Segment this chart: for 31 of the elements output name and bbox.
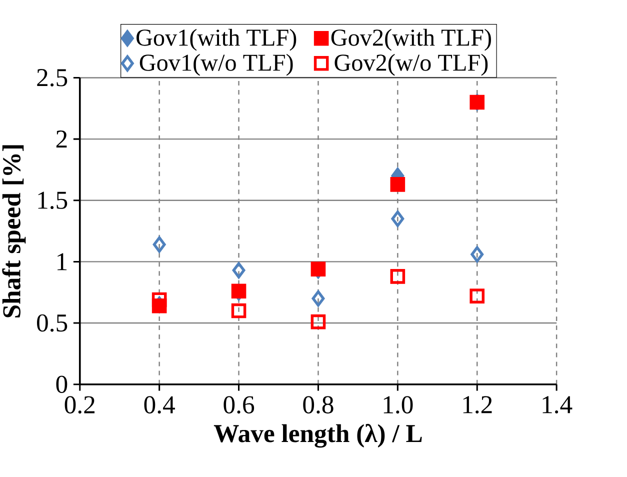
x-tick-label: 1.4 (542, 396, 572, 414)
point (152, 236, 166, 253)
point (390, 269, 406, 284)
x-tick-label: 0.6 (224, 396, 254, 414)
point (470, 288, 485, 304)
point (232, 262, 246, 279)
point (310, 262, 326, 277)
point (231, 304, 246, 318)
x-axis-title: Wave length (λ) / L (214, 424, 422, 448)
y-tick-label: 0 (56, 376, 68, 394)
x-tick-label: 1.2 (463, 396, 492, 414)
y-tick-label: 2.5 (37, 69, 68, 87)
legend-label: Gov1(with TLF) (136, 28, 296, 51)
y-tick-label: 0.5 (37, 314, 68, 332)
legend-label: Gov2(w/o TLF) (334, 54, 488, 76)
point (231, 284, 246, 299)
point (470, 246, 484, 263)
point (312, 290, 325, 307)
x-tick-label: 0.8 (303, 396, 334, 414)
y-axis-title: Shaft speed [%] (2, 145, 26, 318)
x-tick-label: 0.4 (144, 396, 175, 414)
legend-label: Gov2(with TLF) (331, 28, 491, 51)
y-tick-label: 2 (56, 130, 67, 148)
point (310, 314, 326, 330)
y-tick-label: 1.5 (38, 192, 68, 210)
point (391, 210, 404, 228)
y-tick-label: 1 (58, 253, 67, 270)
legend-label: Gov1(w/o TLF) (140, 54, 293, 76)
x-tick-label: 0.2 (64, 396, 94, 414)
point (390, 177, 406, 192)
x-tick-label: 1.0 (384, 396, 413, 414)
